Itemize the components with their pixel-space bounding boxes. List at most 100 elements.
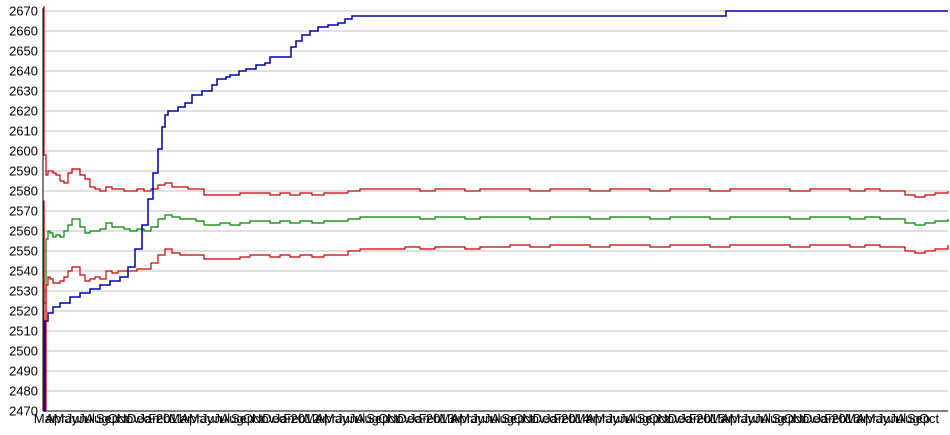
y-tick-label: 2570 [9, 204, 38, 219]
x-tick-label: Oct [243, 411, 264, 426]
x-tick-label: Aug [897, 411, 920, 426]
x-tick-label: Apr [856, 411, 877, 426]
x-tick-label: Dec [397, 411, 421, 426]
x-tick-label: Jun [336, 411, 357, 426]
y-tick-label: 2620 [9, 104, 38, 119]
x-tick-label: Sep [772, 411, 795, 426]
x-tick-label: 2011 [156, 411, 184, 426]
x-tick-label: Mar [304, 411, 327, 426]
y-tick-label: 2600 [9, 144, 38, 159]
x-tick-label: Apr [316, 411, 337, 426]
x-tick-label: Dec [803, 411, 827, 426]
x-tick-label: Jan [274, 411, 295, 426]
x-tick-label: Oct [919, 411, 940, 426]
x-tick-label: May [730, 411, 755, 426]
x-tick-label: Feb [824, 411, 846, 426]
y-tick-labels-group: 2470 2480 2490 2500 2510 2520 2530 2540 2550 2560… [9, 4, 38, 419]
x-tick-label: Sep [96, 411, 119, 426]
x-tick-label: Nov [387, 411, 411, 426]
x-tick-label: Aug [626, 411, 649, 426]
y-tick-label: 2660 [9, 24, 38, 39]
x-tick-label: Nov [252, 411, 276, 426]
x-tick-label: Mar [710, 411, 733, 426]
x-tick-label: Sep [907, 411, 930, 426]
x-tick-label: 2016 [831, 411, 860, 426]
x-tick-label: May [189, 411, 214, 426]
x-tick-label: Jun [742, 411, 763, 426]
x-tick-label: Oct [108, 411, 129, 426]
x-tick-label: Jan [544, 411, 565, 426]
lower-red-band [43, 200, 949, 412]
x-tick-label: Apr [586, 411, 607, 426]
x-tick-label: Jan [815, 411, 836, 426]
x-tick-label: Feb [283, 411, 305, 426]
x-tick-label: Sep [231, 411, 254, 426]
x-tick-label: Dec [127, 411, 151, 426]
x-tick-label: Dec [533, 411, 557, 426]
y-tick-label: 2490 [9, 364, 38, 379]
x-tick-label: Sep [501, 411, 524, 426]
x-tick-label: Jul [213, 411, 230, 426]
x-tick-label: Aug [221, 411, 244, 426]
x-tick-label: Jul [889, 411, 906, 426]
x-tick-label: Jan [409, 411, 430, 426]
y-tick-label: 2580 [9, 184, 38, 199]
x-tick-label: Feb [148, 411, 170, 426]
x-tick-label: Apr [721, 411, 742, 426]
green-rating-line [43, 212, 949, 304]
y-tick-label: 2510 [9, 324, 38, 339]
x-tick-label: Jun [66, 411, 87, 426]
x-tick-label: May [324, 411, 349, 426]
y-tick-label: 2590 [9, 164, 38, 179]
upper-red-band [43, 6, 949, 198]
y-tick-label: 2630 [9, 84, 38, 99]
y-tick-label: 2650 [9, 44, 38, 59]
y-tick-label: 2640 [9, 64, 38, 79]
x-tick-label: Apr [45, 411, 66, 426]
x-tick-label: Jul [754, 411, 771, 426]
x-tick-label: Jan [679, 411, 700, 426]
x-tick-labels-group: MarAprMayJunJulAugSepOctNovDecJanFeb2011… [34, 411, 940, 426]
gridlines-group [43, 10, 948, 412]
series-group [43, 6, 949, 412]
x-tick-label: Sep [366, 411, 389, 426]
x-tick-label: Feb [554, 411, 576, 426]
x-tick-label: Aug [356, 411, 379, 426]
x-tick-label: Apr [180, 411, 201, 426]
x-tick-label: Oct [513, 411, 534, 426]
x-tick-label: Jun [471, 411, 492, 426]
y-tick-label: 2540 [9, 264, 38, 279]
x-tick-label: Apr [451, 411, 472, 426]
y-tick-label: 2530 [9, 284, 38, 299]
x-tick-label: Jun [201, 411, 222, 426]
x-tick-label: Mar [34, 411, 57, 426]
x-tick-label: Nov [793, 411, 817, 426]
x-tick-label: 2014 [561, 411, 590, 426]
x-tick-label: Aug [491, 411, 514, 426]
x-tick-label: Dec [262, 411, 286, 426]
y-tick-label: 2610 [9, 124, 38, 139]
x-tick-label: Oct [378, 411, 399, 426]
y-tick-label: 2480 [9, 384, 38, 399]
x-tick-label: May [54, 411, 79, 426]
blue-step-line [43, 10, 948, 412]
x-tick-label: Jul [78, 411, 95, 426]
y-tick-label: 2550 [9, 244, 38, 259]
x-tick-label: Oct [784, 411, 805, 426]
x-tick-label: 2015 [696, 411, 725, 426]
x-tick-label: May [594, 411, 619, 426]
x-tick-label: 2013 [426, 411, 455, 426]
y-tick-label: 2520 [9, 304, 38, 319]
y-tick-label: 2470 [9, 404, 38, 419]
x-tick-label: Aug [761, 411, 784, 426]
y-tick-label: 2500 [9, 344, 38, 359]
x-tick-label: Jun [607, 411, 628, 426]
x-tick-label: May [865, 411, 890, 426]
x-tick-label: Jul [349, 411, 366, 426]
x-tick-label: Aug [85, 411, 108, 426]
x-tick-label: Nov [117, 411, 141, 426]
x-tick-label: Sep [637, 411, 660, 426]
x-tick-label: Mar [169, 411, 192, 426]
